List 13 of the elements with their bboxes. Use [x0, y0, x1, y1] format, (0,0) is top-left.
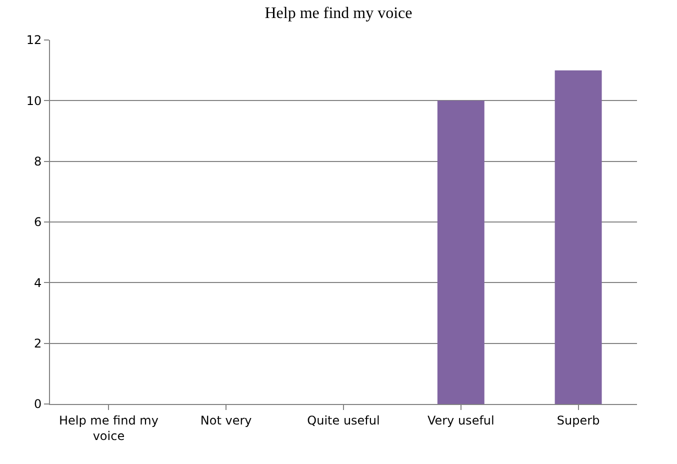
- x-tick-label: Quite useful: [307, 413, 380, 428]
- y-tick-label: 10: [26, 94, 42, 108]
- chart-title: Help me find my voice: [264, 5, 412, 22]
- y-tick-label: 8: [34, 154, 42, 169]
- y-tick-label: 2: [34, 336, 42, 351]
- y-tick-label: 6: [34, 215, 42, 230]
- x-tick-label: Help me find my voice: [58, 413, 158, 443]
- y-tick-label: 0: [34, 397, 42, 412]
- x-tick-label: Not very: [200, 413, 252, 428]
- x-tick-label: Superb: [556, 413, 600, 428]
- y-tick-label: 12: [26, 33, 42, 48]
- y-tick-label: 4: [34, 276, 42, 290]
- x-tick-label: Very useful: [427, 413, 494, 428]
